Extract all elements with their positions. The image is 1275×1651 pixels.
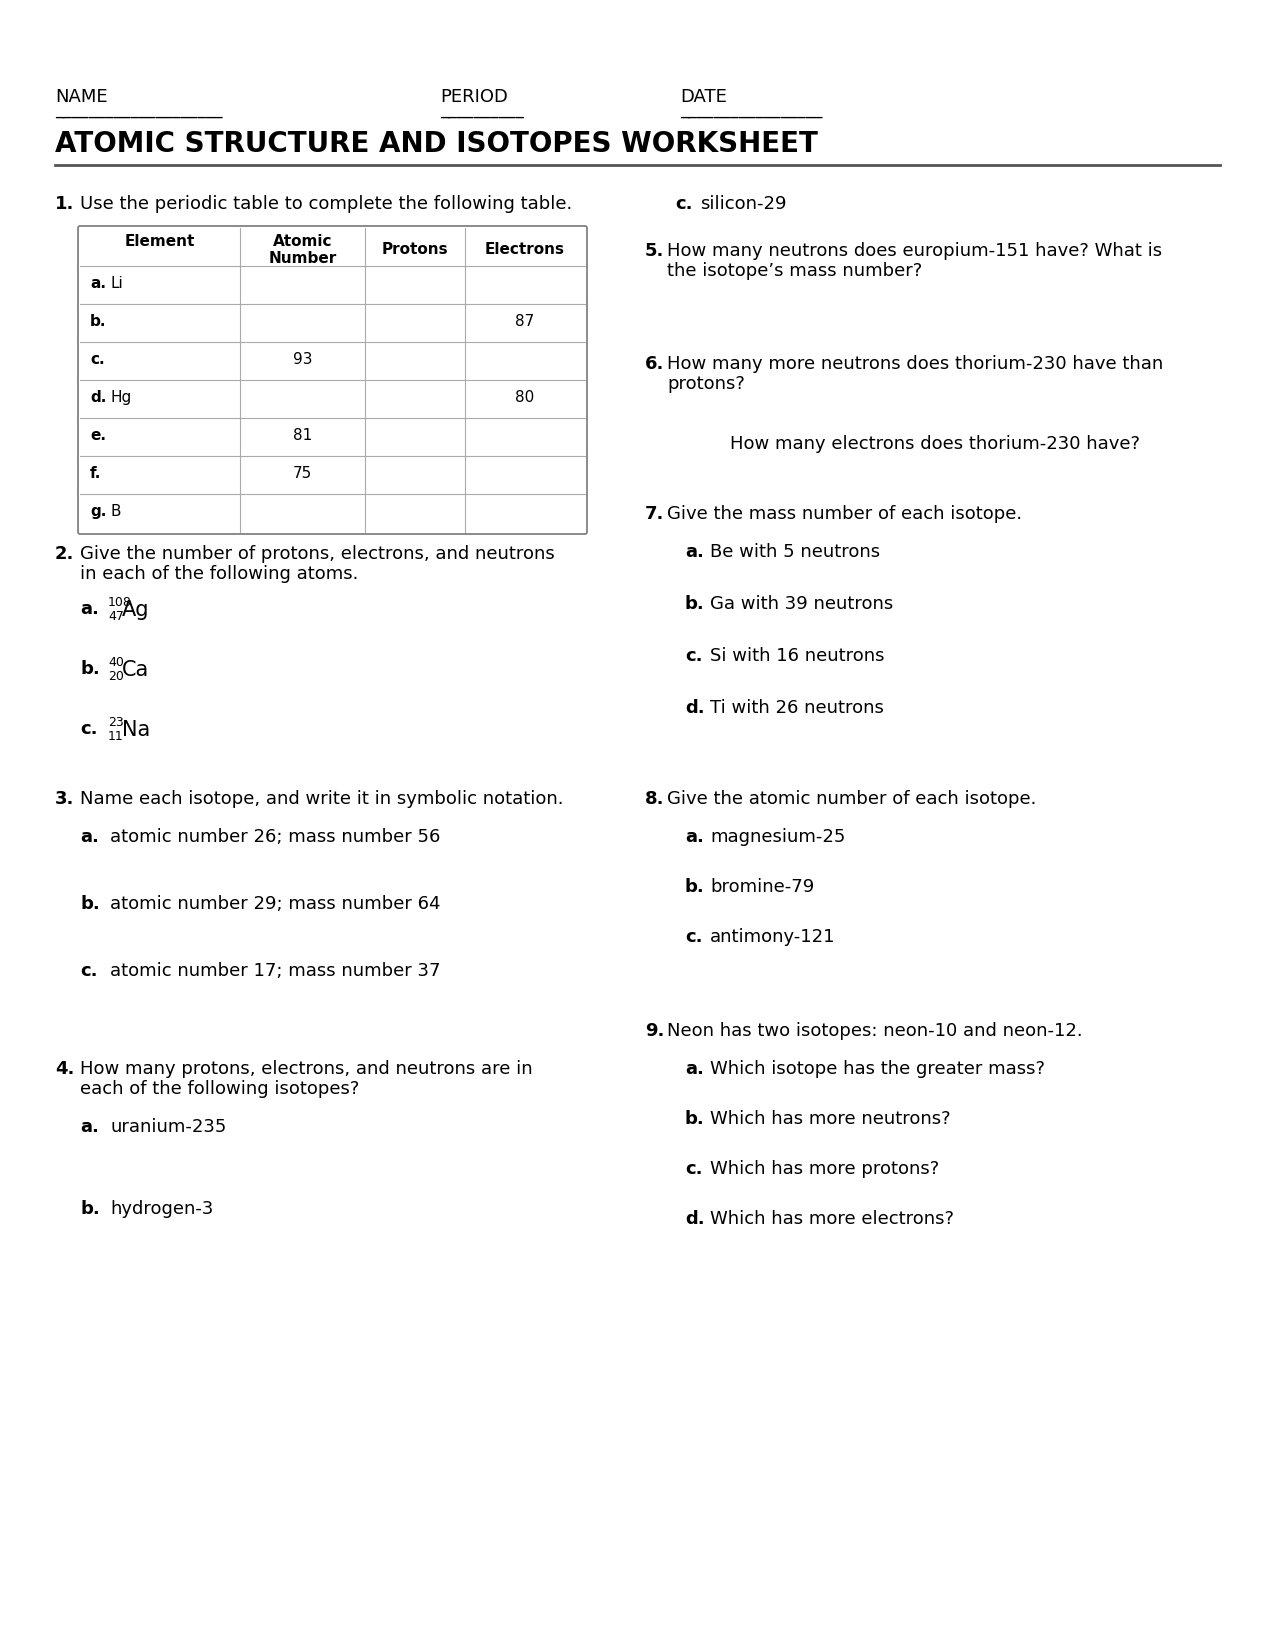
Text: Ga with 39 neutrons: Ga with 39 neutrons [710, 594, 894, 613]
Text: __________: __________ [440, 101, 524, 117]
Text: 87: 87 [515, 314, 534, 329]
Text: Use the periodic table to complete the following table.: Use the periodic table to complete the f… [80, 195, 572, 213]
Text: b.: b. [685, 594, 705, 613]
Text: atomic number 17; mass number 37: atomic number 17; mass number 37 [110, 963, 440, 981]
Text: Na: Na [122, 720, 150, 740]
Text: uranium-235: uranium-235 [110, 1118, 227, 1136]
Text: c.: c. [685, 1161, 703, 1179]
Text: Atomic
Number: Atomic Number [268, 234, 337, 266]
Text: Neon has two isotopes: neon-10 and neon-12.: Neon has two isotopes: neon-10 and neon-… [667, 1022, 1082, 1040]
Text: d.: d. [685, 1210, 705, 1228]
Text: 7.: 7. [645, 505, 664, 523]
Text: bromine-79: bromine-79 [710, 878, 815, 896]
Text: d.: d. [91, 390, 106, 404]
Text: Which has more electrons?: Which has more electrons? [710, 1210, 954, 1228]
Text: How many protons, electrons, and neutrons are in: How many protons, electrons, and neutron… [80, 1060, 533, 1078]
Text: protons?: protons? [667, 375, 745, 393]
Text: c.: c. [674, 195, 692, 213]
Text: Ti with 26 neutrons: Ti with 26 neutrons [710, 698, 884, 717]
Text: 2.: 2. [55, 545, 74, 563]
Text: b.: b. [80, 895, 99, 913]
Text: Name each isotope, and write it in symbolic notation.: Name each isotope, and write it in symbo… [80, 789, 564, 807]
Text: 47: 47 [108, 609, 124, 622]
Text: b.: b. [685, 1109, 705, 1128]
Text: antimony-121: antimony-121 [710, 928, 835, 946]
Text: magnesium-25: magnesium-25 [710, 829, 845, 845]
Text: Which isotope has the greater mass?: Which isotope has the greater mass? [710, 1060, 1046, 1078]
Text: a.: a. [80, 829, 99, 845]
Text: How many more neutrons does thorium-230 have than: How many more neutrons does thorium-230 … [667, 355, 1163, 373]
Text: Hg: Hg [110, 390, 131, 404]
Text: atomic number 29; mass number 64: atomic number 29; mass number 64 [110, 895, 440, 913]
Text: Give the mass number of each isotope.: Give the mass number of each isotope. [667, 505, 1023, 523]
Text: DATE: DATE [680, 88, 727, 106]
Text: How many neutrons does europium-151 have? What is: How many neutrons does europium-151 have… [667, 243, 1162, 259]
Text: b.: b. [80, 660, 99, 679]
Text: Protons: Protons [381, 243, 449, 258]
Text: c.: c. [80, 963, 97, 981]
Text: Give the number of protons, electrons, and neutrons: Give the number of protons, electrons, a… [80, 545, 555, 563]
Text: 40: 40 [108, 655, 124, 669]
Text: b.: b. [80, 1200, 99, 1218]
Text: 8.: 8. [645, 789, 664, 807]
Text: d.: d. [685, 698, 705, 717]
Text: silicon-29: silicon-29 [700, 195, 787, 213]
Text: 9.: 9. [645, 1022, 664, 1040]
Text: 75: 75 [293, 466, 312, 480]
Text: PERIOD: PERIOD [440, 88, 507, 106]
Text: a.: a. [80, 599, 99, 617]
Text: Si with 16 neutrons: Si with 16 neutrons [710, 647, 885, 665]
Text: the isotope’s mass number?: the isotope’s mass number? [667, 263, 922, 281]
Text: 23: 23 [108, 717, 124, 730]
Text: Ca: Ca [122, 660, 149, 680]
FancyBboxPatch shape [78, 226, 586, 533]
Text: Give the atomic number of each isotope.: Give the atomic number of each isotope. [667, 789, 1037, 807]
Text: hydrogen-3: hydrogen-3 [110, 1200, 213, 1218]
Text: a.: a. [91, 276, 106, 291]
Text: in each of the following atoms.: in each of the following atoms. [80, 565, 358, 583]
Text: c.: c. [80, 720, 97, 738]
Text: How many electrons does thorium-230 have?: How many electrons does thorium-230 have… [731, 434, 1140, 452]
Text: a.: a. [685, 1060, 704, 1078]
Text: 81: 81 [293, 428, 312, 442]
Text: 108: 108 [108, 596, 131, 609]
Text: 11: 11 [108, 730, 124, 743]
Text: 3.: 3. [55, 789, 74, 807]
Text: 93: 93 [293, 352, 312, 367]
Text: 4.: 4. [55, 1060, 74, 1078]
Text: g.: g. [91, 504, 106, 518]
Text: Which has more neutrons?: Which has more neutrons? [710, 1109, 951, 1128]
Text: Electrons: Electrons [484, 243, 565, 258]
Text: b.: b. [685, 878, 705, 896]
Text: f.: f. [91, 466, 102, 480]
Text: each of the following isotopes?: each of the following isotopes? [80, 1080, 360, 1098]
Text: 6.: 6. [645, 355, 664, 373]
Text: _________________: _________________ [680, 101, 822, 117]
Text: Li: Li [110, 276, 122, 291]
Text: e.: e. [91, 428, 106, 442]
Text: atomic number 26; mass number 56: atomic number 26; mass number 56 [110, 829, 440, 845]
Text: ____________________: ____________________ [55, 101, 223, 117]
Text: c.: c. [685, 647, 703, 665]
Text: b.: b. [91, 314, 107, 329]
Text: c.: c. [91, 352, 105, 367]
Text: 5.: 5. [645, 243, 664, 259]
Text: c.: c. [685, 928, 703, 946]
Text: Ag: Ag [122, 599, 149, 621]
Text: a.: a. [685, 543, 704, 561]
Text: a.: a. [685, 829, 704, 845]
Text: ATOMIC STRUCTURE AND ISOTOPES WORKSHEET: ATOMIC STRUCTURE AND ISOTOPES WORKSHEET [55, 130, 817, 158]
Text: B: B [110, 504, 121, 518]
Text: Element: Element [125, 234, 195, 249]
Text: 80: 80 [515, 390, 534, 404]
Text: NAME: NAME [55, 88, 107, 106]
Text: Which has more protons?: Which has more protons? [710, 1161, 940, 1179]
Text: 1.: 1. [55, 195, 74, 213]
Text: a.: a. [80, 1118, 99, 1136]
Text: 20: 20 [108, 670, 124, 684]
Text: Be with 5 neutrons: Be with 5 neutrons [710, 543, 880, 561]
